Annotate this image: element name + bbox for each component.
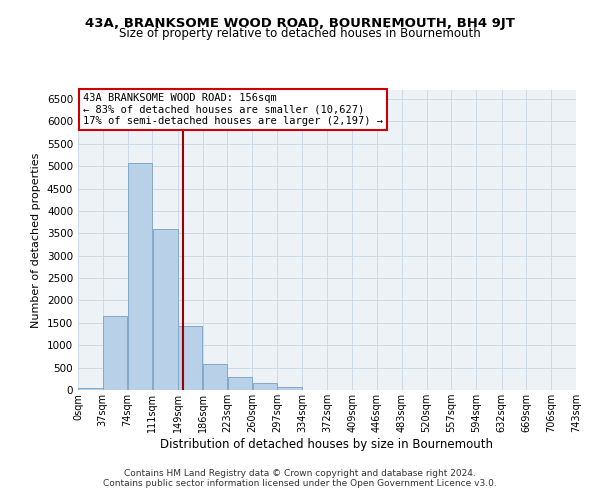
Text: Size of property relative to detached houses in Bournemouth: Size of property relative to detached ho… bbox=[119, 28, 481, 40]
X-axis label: Distribution of detached houses by size in Bournemouth: Distribution of detached houses by size … bbox=[161, 438, 493, 451]
Bar bbox=[203, 364, 227, 390]
Text: 43A, BRANKSOME WOOD ROAD, BOURNEMOUTH, BH4 9JT: 43A, BRANKSOME WOOD ROAD, BOURNEMOUTH, B… bbox=[85, 18, 515, 30]
Bar bbox=[128, 162, 152, 390]
Text: 43A BRANKSOME WOOD ROAD: 156sqm
← 83% of detached houses are smaller (10,627)
17: 43A BRANKSOME WOOD ROAD: 156sqm ← 83% of… bbox=[83, 93, 383, 126]
Bar bbox=[152, 229, 178, 390]
Text: Contains HM Land Registry data © Crown copyright and database right 2024.: Contains HM Land Registry data © Crown c… bbox=[124, 468, 476, 477]
Bar bbox=[178, 326, 202, 390]
Bar bbox=[78, 388, 103, 390]
Y-axis label: Number of detached properties: Number of detached properties bbox=[31, 152, 41, 328]
Bar bbox=[277, 388, 302, 390]
Bar bbox=[253, 384, 277, 390]
Bar bbox=[228, 376, 252, 390]
Text: Contains public sector information licensed under the Open Government Licence v3: Contains public sector information licen… bbox=[103, 478, 497, 488]
Bar bbox=[103, 316, 127, 390]
